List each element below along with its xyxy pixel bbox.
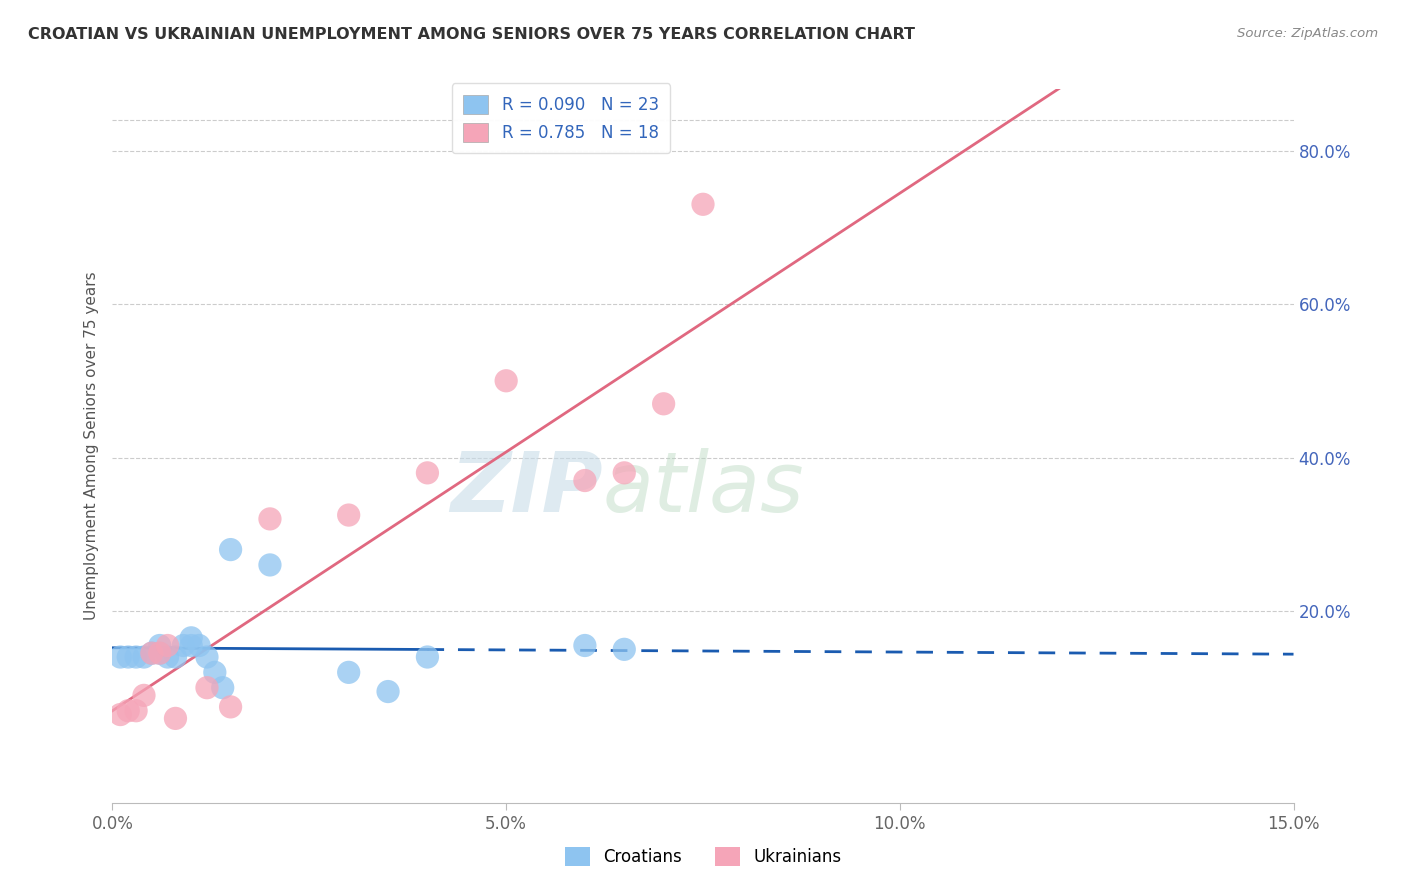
Point (377, 684, 399, 698)
Point (259, 512, 281, 526)
Point (219, 699, 242, 714)
Point (110, 707, 132, 722)
Point (495, 374, 517, 388)
Point (117, 650, 139, 665)
Point (165, 711, 187, 725)
Point (156, 650, 179, 665)
Text: CROATIAN VS UKRAINIAN UNEMPLOYMENT AMONG SENIORS OVER 75 YEARS CORRELATION CHART: CROATIAN VS UKRAINIAN UNEMPLOYMENT AMONG… (28, 27, 915, 42)
Point (337, 665, 360, 680)
Point (125, 704, 148, 718)
Point (125, 650, 148, 665)
Point (204, 665, 226, 680)
Point (149, 646, 172, 660)
Point (117, 704, 139, 718)
Point (652, 397, 675, 411)
Point (132, 650, 155, 665)
Point (692, 197, 714, 211)
Point (156, 639, 179, 653)
Point (188, 639, 211, 653)
Point (172, 639, 194, 653)
Point (613, 466, 636, 480)
Point (141, 646, 163, 660)
Point (219, 542, 242, 557)
Text: Source: ZipAtlas.com: Source: ZipAtlas.com (1237, 27, 1378, 40)
Point (195, 650, 218, 665)
Point (259, 558, 281, 572)
Point (211, 681, 233, 695)
Legend: Croatians, Ukrainians: Croatians, Ukrainians (558, 840, 848, 873)
Point (180, 631, 202, 645)
Point (195, 681, 218, 695)
Point (613, 642, 636, 657)
Point (149, 646, 172, 660)
Point (416, 466, 439, 480)
Point (132, 689, 155, 703)
Text: ZIP: ZIP (450, 449, 603, 529)
Point (180, 639, 202, 653)
Point (149, 639, 172, 653)
Point (574, 474, 596, 488)
Text: atlas: atlas (603, 449, 804, 529)
Point (416, 650, 439, 665)
Point (337, 508, 360, 522)
Point (110, 650, 132, 665)
Point (165, 650, 187, 665)
Y-axis label: Unemployment Among Seniors over 75 years: Unemployment Among Seniors over 75 years (83, 272, 98, 620)
Point (141, 646, 163, 660)
Point (574, 639, 596, 653)
